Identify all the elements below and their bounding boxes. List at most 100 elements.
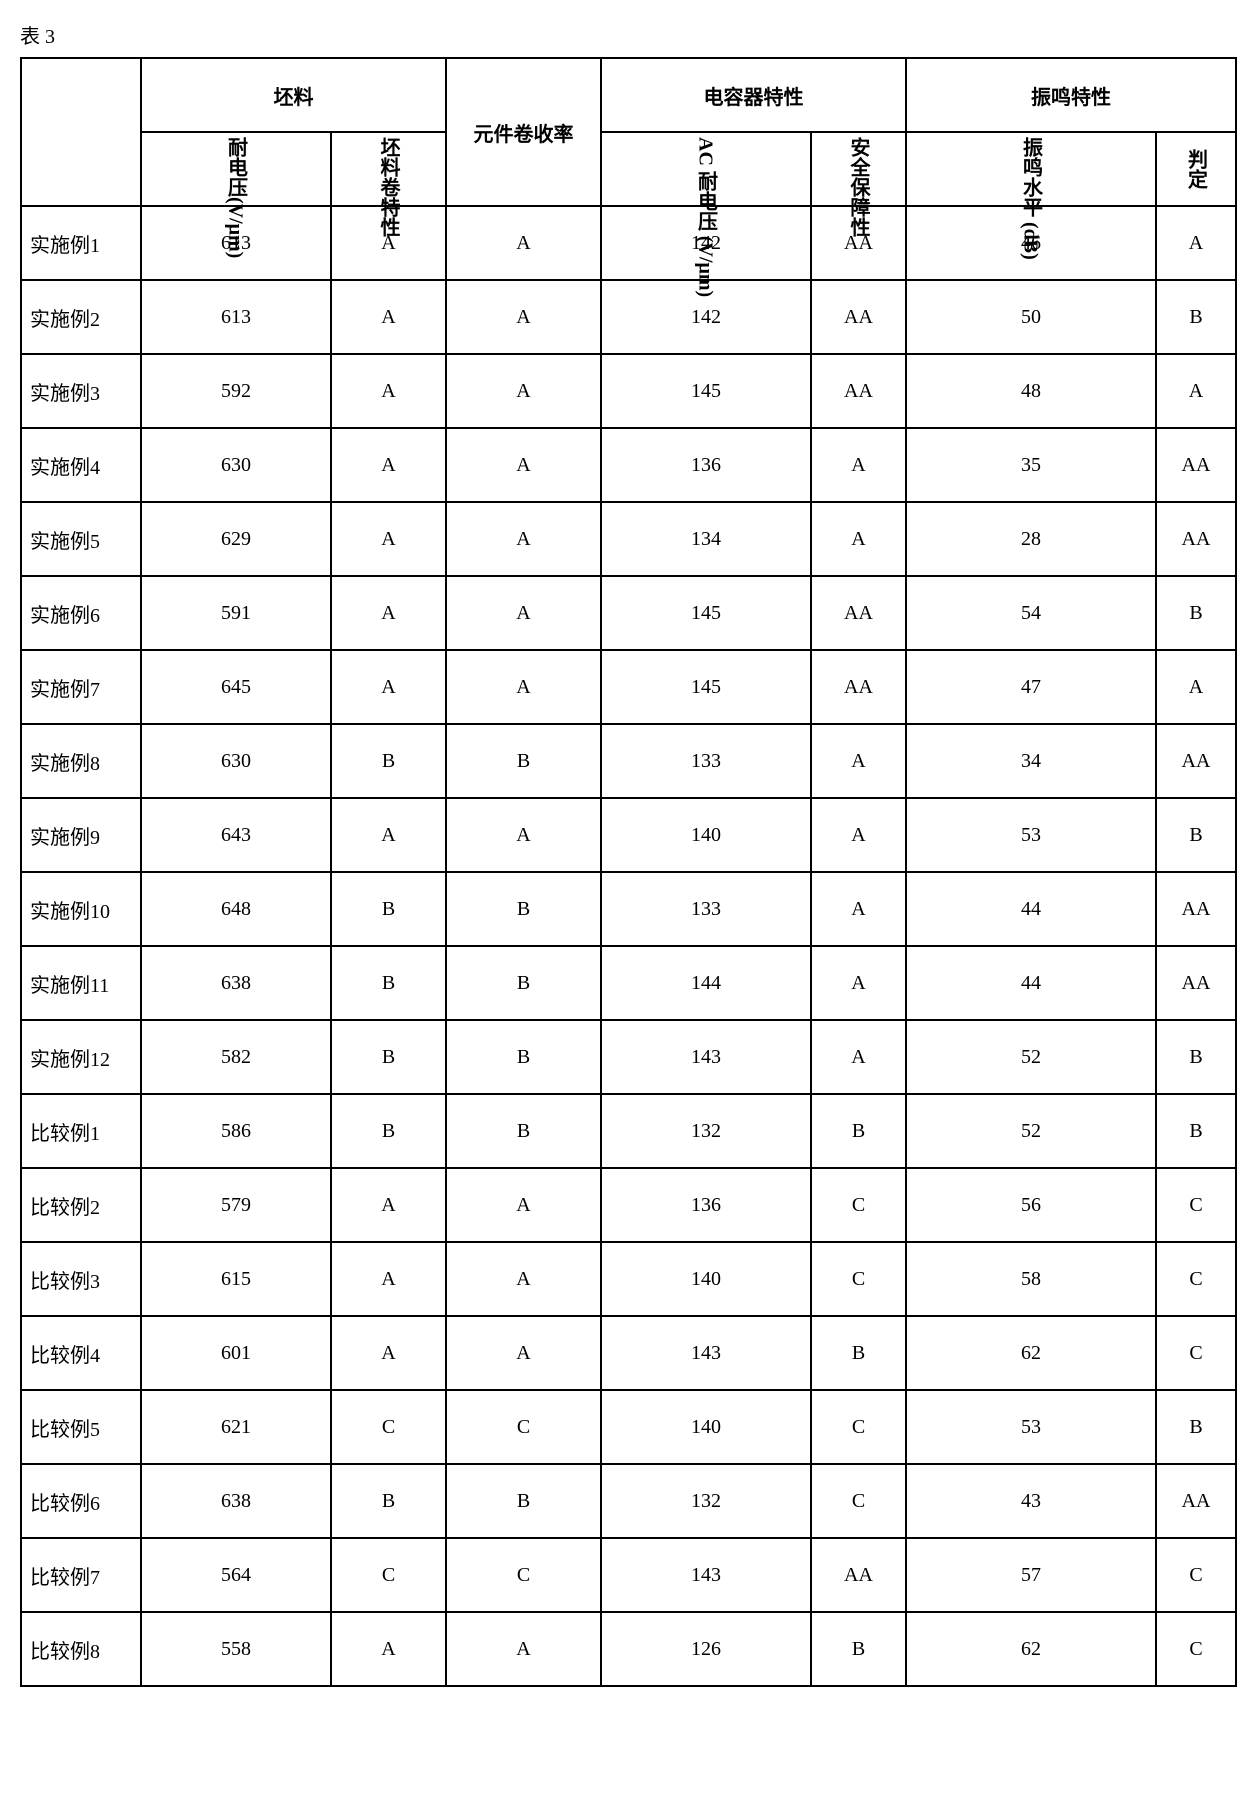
cell-safety: AA: [811, 280, 906, 354]
cell-ac-withstand: 145: [601, 576, 811, 650]
cell-yield: A: [446, 1316, 601, 1390]
cell-withstand-voltage: 592: [141, 354, 331, 428]
cell-withstand-voltage: 630: [141, 428, 331, 502]
header-group-yield: 元件卷收率: [446, 58, 601, 206]
row-label: 实施例10: [21, 872, 141, 946]
cell-ac-withstand: 133: [601, 872, 811, 946]
cell-safety: A: [811, 946, 906, 1020]
cell-safety: A: [811, 872, 906, 946]
cell-roll-property: B: [331, 1464, 446, 1538]
cell-roll-property: A: [331, 502, 446, 576]
cell-ringing-level: 62: [906, 1612, 1156, 1686]
row-label: 比较例2: [21, 1168, 141, 1242]
cell-ringing-level: 50: [906, 280, 1156, 354]
table-row: 实施例6591AA145AA54B: [21, 576, 1236, 650]
cell-yield: B: [446, 872, 601, 946]
cell-judgement: C: [1156, 1538, 1236, 1612]
cell-roll-property: B: [331, 1020, 446, 1094]
cell-withstand-voltage: 638: [141, 1464, 331, 1538]
row-label: 实施例1: [21, 206, 141, 280]
cell-ac-withstand: 145: [601, 354, 811, 428]
cell-ringing-level: 48: [906, 354, 1156, 428]
cell-withstand-voltage: 613: [141, 280, 331, 354]
cell-withstand-voltage: 630: [141, 724, 331, 798]
row-label: 比较例6: [21, 1464, 141, 1538]
cell-withstand-voltage: 629: [141, 502, 331, 576]
cell-withstand-voltage: 601: [141, 1316, 331, 1390]
cell-ringing-level: 28: [906, 502, 1156, 576]
table-row: 实施例5629AA134A28AA: [21, 502, 1236, 576]
header-safety: 安全保障性: [811, 132, 906, 206]
cell-roll-property: B: [331, 946, 446, 1020]
cell-roll-property: C: [331, 1390, 446, 1464]
cell-roll-property: A: [331, 354, 446, 428]
cell-ac-withstand: 144: [601, 946, 811, 1020]
cell-ringing-level: 56: [906, 1168, 1156, 1242]
row-label: 实施例5: [21, 502, 141, 576]
cell-ringing-level: 53: [906, 1390, 1156, 1464]
row-label: 实施例6: [21, 576, 141, 650]
cell-safety: B: [811, 1316, 906, 1390]
cell-roll-property: B: [331, 1094, 446, 1168]
row-label: 实施例12: [21, 1020, 141, 1094]
header-withstand-voltage: 耐电压(V/μm): [141, 132, 331, 206]
table-row: 实施例3592AA145AA48A: [21, 354, 1236, 428]
cell-yield: A: [446, 1612, 601, 1686]
table-row: 实施例1613AA142AA46A: [21, 206, 1236, 280]
table-row: 实施例8630BB133A34AA: [21, 724, 1236, 798]
cell-ac-withstand: 140: [601, 798, 811, 872]
table-row: 实施例12582BB143A52B: [21, 1020, 1236, 1094]
cell-safety: AA: [811, 354, 906, 428]
cell-yield: A: [446, 354, 601, 428]
table-row: 实施例2613AA142AA50B: [21, 280, 1236, 354]
cell-ringing-level: 52: [906, 1094, 1156, 1168]
cell-safety: C: [811, 1168, 906, 1242]
cell-withstand-voltage: 582: [141, 1020, 331, 1094]
cell-judgement: AA: [1156, 428, 1236, 502]
cell-yield: B: [446, 724, 601, 798]
cell-ringing-level: 53: [906, 798, 1156, 872]
cell-yield: A: [446, 206, 601, 280]
row-label: 实施例7: [21, 650, 141, 724]
cell-yield: A: [446, 428, 601, 502]
cell-ac-withstand: 132: [601, 1464, 811, 1538]
table-row: 比较例6638BB132C43AA: [21, 1464, 1236, 1538]
cell-safety: A: [811, 502, 906, 576]
cell-ac-withstand: 143: [601, 1538, 811, 1612]
cell-safety: B: [811, 1094, 906, 1168]
cell-withstand-voltage: 615: [141, 1242, 331, 1316]
cell-safety: C: [811, 1390, 906, 1464]
table-row: 实施例7645AA145AA47A: [21, 650, 1236, 724]
cell-withstand-voltage: 591: [141, 576, 331, 650]
row-label: 比较例4: [21, 1316, 141, 1390]
cell-judgement: AA: [1156, 724, 1236, 798]
table-row: 比较例3615AA140C58C: [21, 1242, 1236, 1316]
cell-ringing-level: 57: [906, 1538, 1156, 1612]
cell-ac-withstand: 136: [601, 428, 811, 502]
cell-safety: AA: [811, 576, 906, 650]
cell-yield: B: [446, 1020, 601, 1094]
cell-judgement: B: [1156, 280, 1236, 354]
header-group-material: 坯料: [141, 58, 446, 132]
cell-withstand-voltage: 621: [141, 1390, 331, 1464]
cell-roll-property: A: [331, 1316, 446, 1390]
cell-yield: C: [446, 1538, 601, 1612]
table-row: 比较例1586BB132B52B: [21, 1094, 1236, 1168]
cell-judgement: C: [1156, 1612, 1236, 1686]
row-label: 比较例1: [21, 1094, 141, 1168]
table-row: 比较例7564CC143AA57C: [21, 1538, 1236, 1612]
cell-ringing-level: 52: [906, 1020, 1156, 1094]
cell-withstand-voltage: 648: [141, 872, 331, 946]
cell-judgement: B: [1156, 576, 1236, 650]
cell-ringing-level: 44: [906, 872, 1156, 946]
cell-ringing-level: 62: [906, 1316, 1156, 1390]
cell-roll-property: A: [331, 798, 446, 872]
cell-ac-withstand: 133: [601, 724, 811, 798]
cell-ac-withstand: 143: [601, 1316, 811, 1390]
cell-safety: A: [811, 428, 906, 502]
cell-judgement: A: [1156, 206, 1236, 280]
row-label: 比较例8: [21, 1612, 141, 1686]
cell-ringing-level: 35: [906, 428, 1156, 502]
cell-safety: A: [811, 1020, 906, 1094]
cell-judgement: C: [1156, 1168, 1236, 1242]
